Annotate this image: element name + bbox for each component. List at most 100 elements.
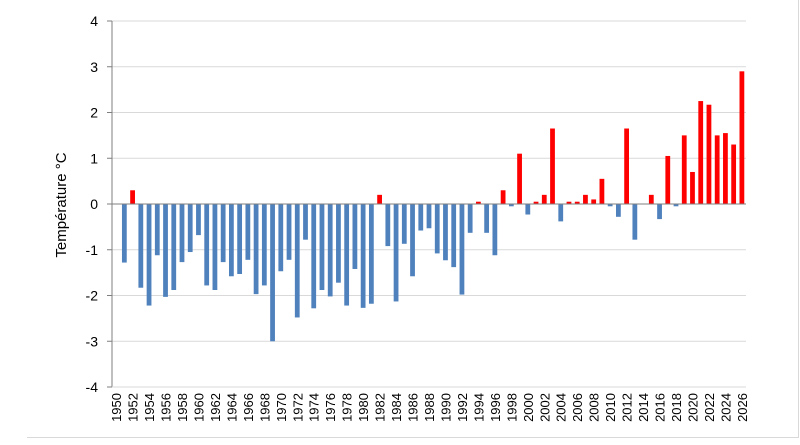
x-tick-label: 2020 (685, 393, 700, 422)
bar-2005 (566, 201, 572, 204)
bar-1957 (171, 204, 177, 291)
y-tick-label: -3 (86, 333, 99, 349)
bar-2012 (624, 128, 629, 204)
x-tick-label: 2014 (636, 393, 651, 422)
bar-2004 (558, 204, 564, 222)
y-tick-label: 1 (90, 150, 98, 166)
x-tick-label: 1976 (323, 393, 338, 422)
x-tick-label: 1980 (356, 393, 371, 422)
bar-1962 (212, 204, 218, 291)
y-tick-label: -4 (86, 379, 99, 395)
x-tick-label: 1978 (340, 393, 355, 422)
y-tick-label: 2 (90, 105, 98, 121)
bar-2008 (591, 199, 597, 204)
x-tick-label: 1986 (406, 393, 421, 422)
x-tick-label: 2010 (603, 393, 618, 422)
bar-1961 (204, 204, 210, 286)
x-tick-label: 2026 (735, 393, 750, 422)
bar-2009 (599, 178, 605, 204)
bar-2013 (632, 204, 638, 240)
bar-1975 (319, 204, 325, 291)
bar-1964 (229, 204, 234, 277)
bar-2003 (550, 128, 555, 204)
bar-2015 (648, 194, 654, 204)
x-tick-label: 2004 (554, 393, 569, 422)
bar-1976 (327, 204, 333, 297)
bar-1958 (179, 204, 185, 263)
x-tick-label: 1984 (389, 393, 404, 422)
x-tick-label: 1994 (471, 393, 486, 422)
bar-1967 (253, 204, 259, 295)
bar-2025 (731, 144, 737, 204)
y-tick-label: 0 (90, 196, 98, 212)
bar-1977 (336, 204, 341, 283)
bar-2017 (665, 155, 671, 204)
bar-2019 (681, 135, 687, 205)
x-tick-label: 1964 (224, 393, 239, 422)
x-tick-label: 2024 (718, 393, 733, 422)
bar-1980 (360, 204, 366, 308)
x-tick-label: 1956 (159, 393, 174, 422)
bar-1970 (278, 204, 284, 272)
bar-1996 (492, 204, 498, 256)
bar-1971 (286, 204, 292, 260)
bar-1992 (459, 204, 465, 295)
bar-2002 (541, 194, 547, 204)
x-tick-label: 1982 (373, 393, 388, 422)
x-tick-label: 1970 (274, 393, 289, 422)
bar-2000 (525, 204, 531, 215)
x-tick-label: 1974 (307, 393, 322, 422)
x-tick-label: 2006 (570, 393, 585, 422)
bar-1966 (245, 204, 251, 260)
bar-1987 (418, 204, 424, 231)
bar-2024 (723, 133, 728, 204)
bar-2021 (698, 101, 704, 204)
bar-1983 (385, 204, 391, 247)
bar-1954 (146, 204, 152, 306)
bar-2016 (657, 204, 662, 220)
bar-1985 (401, 204, 407, 244)
x-tick-label: 1990 (438, 393, 453, 422)
y-tick-label: 4 (90, 13, 98, 29)
bar-2006 (574, 201, 580, 204)
x-tick-label: 1966 (241, 393, 256, 422)
y-tick-labels: -4 -3 -2 -1 0 1 2 3 4 (86, 13, 99, 395)
x-tick-label: 2016 (653, 393, 668, 422)
bar-1956 (163, 204, 168, 297)
x-tick-labels: 1950 1952 1954 1956 1958 1960 1962 1964 1966 1968… (109, 393, 750, 422)
bar-1995 (484, 204, 490, 233)
bar-1959 (187, 204, 193, 253)
bar-1999 (517, 153, 522, 204)
x-tick-label: 1988 (422, 393, 437, 422)
bar-2020 (690, 171, 695, 204)
bar-1952 (130, 190, 135, 204)
y-axis-label: Température °C (53, 152, 70, 257)
bar-1990 (443, 204, 448, 261)
bar-2011 (615, 204, 621, 217)
bar-1994 (476, 201, 481, 204)
bar-1969 (270, 204, 275, 342)
y-tick-label: -2 (86, 288, 99, 304)
x-tick-label: 1972 (290, 393, 305, 422)
x-tick-label: 2018 (669, 393, 684, 422)
x-tick-label: 2000 (521, 393, 536, 422)
x-tick-label: 1952 (126, 393, 141, 422)
bar-2022 (706, 104, 712, 204)
bar-2001 (533, 201, 539, 204)
bar-1972 (294, 204, 300, 318)
bar-1951 (121, 204, 127, 263)
bar-2007 (583, 194, 588, 204)
bar-1965 (237, 204, 243, 274)
bar-1974 (311, 204, 317, 309)
x-tick-label: 1962 (208, 393, 223, 422)
x-tick-label: 1958 (175, 393, 190, 422)
chart-frame (27, 0, 799, 438)
bar-1998 (508, 204, 514, 207)
bar-1963 (220, 204, 226, 263)
x-tick-label: 1950 (109, 393, 124, 422)
bar-1982 (377, 194, 382, 204)
bar-1953 (138, 204, 144, 288)
bar-1978 (344, 204, 350, 306)
x-tick-label: 1996 (488, 393, 503, 422)
